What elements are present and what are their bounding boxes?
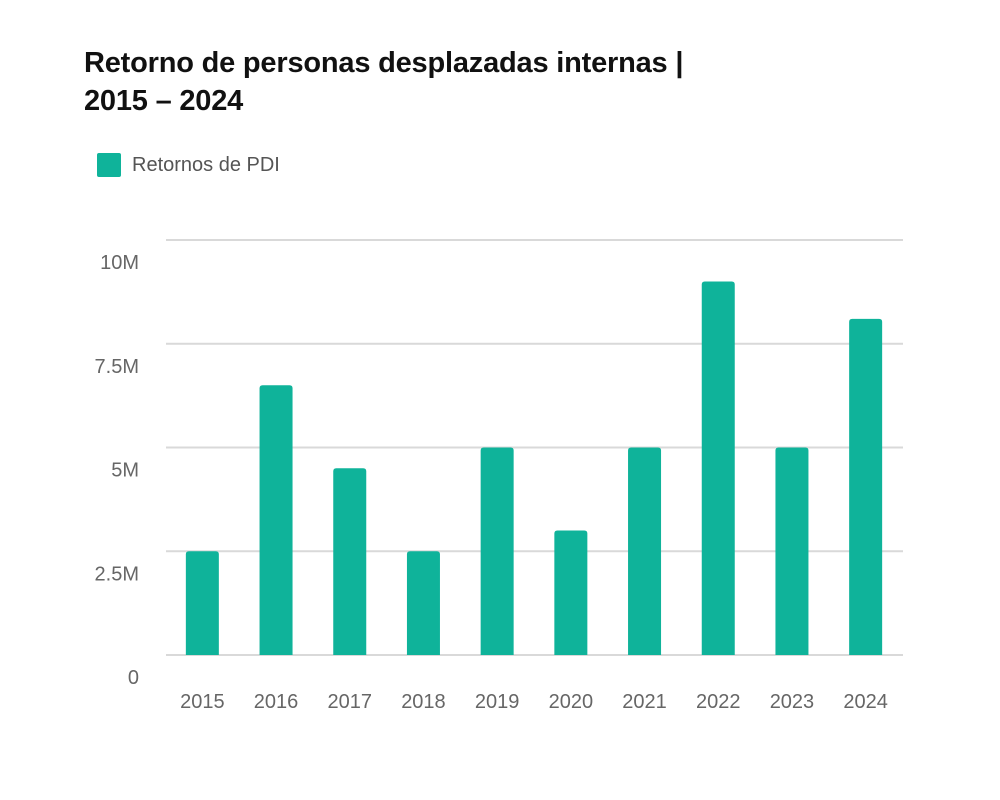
x-tick-label: 2021 [622, 691, 667, 713]
bar-2017 [333, 468, 367, 655]
legend-label: Retornos de PDI [132, 153, 280, 176]
bar-2022 [701, 281, 735, 655]
bar-2019 [480, 447, 514, 655]
bar-2018 [406, 551, 440, 655]
x-tick-label: 2017 [328, 691, 373, 713]
x-tick-label: 2024 [843, 691, 888, 713]
bar-2020 [554, 530, 588, 655]
y-tick-label: 5M [111, 460, 139, 482]
legend-swatch [97, 153, 121, 177]
chart-title: Retorno de personas desplazadas internas… [84, 44, 844, 120]
bar-2015 [185, 551, 219, 655]
legend: Retornos de PDI [97, 153, 280, 177]
bar-2016 [259, 385, 293, 655]
x-tick-label: 2016 [254, 691, 299, 713]
bar-2024 [849, 318, 883, 655]
x-tick-label: 2018 [401, 691, 446, 713]
y-tick-label: 10M [100, 252, 139, 274]
chart-title-line2: 2015 – 2024 [84, 85, 244, 117]
x-tick-label: 2020 [549, 691, 594, 713]
x-axis-ticks: 2015 2016 2017 2018 2019 2020 2021 2022 2023 2024 [180, 691, 888, 713]
x-tick-label: 2015 [180, 691, 225, 713]
y-axis-ticks: 0 2.5M 5M 7.5M 10M [95, 252, 139, 689]
x-tick-label: 2023 [770, 691, 815, 713]
y-tick-label: 7.5M [95, 356, 139, 378]
chart-title-line1: Retorno de personas desplazadas internas… [84, 47, 684, 79]
bar-2023 [775, 447, 809, 655]
bar-2021 [628, 447, 662, 655]
y-tick-label: 0 [128, 667, 139, 689]
x-tick-label: 2019 [475, 691, 520, 713]
y-tick-label: 2.5M [95, 563, 139, 585]
bars [185, 281, 883, 655]
x-tick-label: 2022 [696, 691, 741, 713]
